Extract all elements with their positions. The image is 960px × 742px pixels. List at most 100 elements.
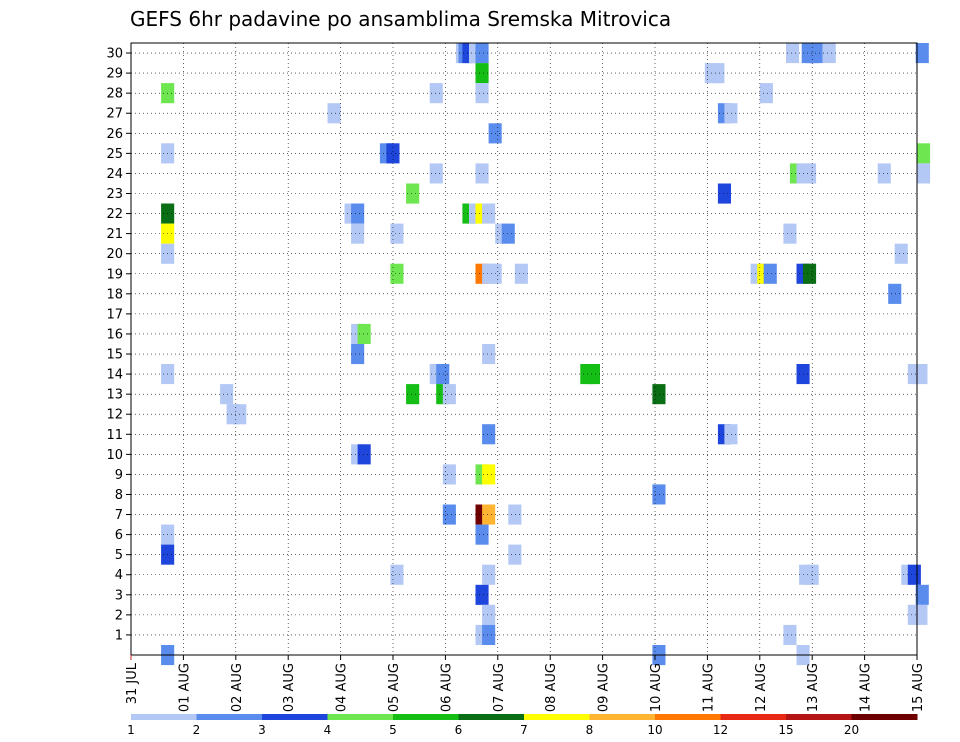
y-tick-label: 3 bbox=[115, 588, 123, 603]
y-tick-label: 5 bbox=[115, 548, 123, 563]
color-scale-label: 3 bbox=[258, 723, 266, 737]
precip-cell bbox=[822, 43, 836, 64]
precip-cell bbox=[482, 504, 496, 525]
precip-cell bbox=[586, 364, 600, 385]
precip-cell bbox=[508, 544, 522, 565]
precip-cell bbox=[917, 163, 931, 184]
y-tick-label: 24 bbox=[106, 167, 123, 182]
precip-cell bbox=[482, 424, 496, 445]
y-tick-label: 28 bbox=[106, 87, 123, 102]
color-scale-label: 5 bbox=[389, 723, 397, 737]
grid-lines bbox=[131, 43, 917, 655]
y-tick-label: 19 bbox=[106, 267, 123, 282]
precip-cell bbox=[514, 263, 528, 284]
y-tick-label: 18 bbox=[106, 287, 123, 302]
precip-cell bbox=[915, 584, 929, 605]
color-scale-label: 12 bbox=[713, 723, 728, 737]
precip-cell bbox=[406, 183, 420, 204]
precip-cell bbox=[442, 384, 456, 405]
precip-cell bbox=[475, 584, 489, 605]
y-tick-label: 7 bbox=[115, 508, 123, 523]
precip-cell bbox=[914, 364, 928, 385]
y-tick-label: 15 bbox=[106, 348, 123, 363]
y-tick-label: 2 bbox=[115, 608, 123, 623]
y-tick-label: 4 bbox=[115, 568, 123, 583]
precip-cell bbox=[429, 163, 443, 184]
precip-cell bbox=[652, 384, 666, 405]
precip-cells bbox=[161, 43, 931, 666]
color-scale-label: 1 bbox=[127, 723, 135, 737]
precip-cell bbox=[429, 83, 443, 104]
y-tick-label: 29 bbox=[106, 67, 123, 82]
precip-cell bbox=[803, 163, 817, 184]
precip-cell bbox=[475, 163, 489, 184]
precip-cell bbox=[783, 624, 797, 645]
precip-cell bbox=[803, 263, 817, 284]
precip-cell bbox=[482, 203, 496, 224]
color-scale-swatch bbox=[524, 714, 590, 720]
color-scale-label: 15 bbox=[778, 723, 793, 737]
x-tick-label: 09 AUG bbox=[597, 663, 612, 712]
precip-cell bbox=[482, 564, 496, 585]
color-scale-swatch bbox=[196, 714, 263, 720]
x-tick-label: 15 AUG bbox=[911, 663, 926, 712]
x-tick-label: 12 AUG bbox=[754, 663, 769, 712]
precip-cell bbox=[894, 243, 908, 264]
y-tick-label: 25 bbox=[106, 147, 123, 162]
x-tick-label: 07 AUG bbox=[492, 663, 507, 712]
precip-cell bbox=[652, 484, 666, 505]
precip-cell bbox=[475, 524, 489, 545]
precip-cell bbox=[475, 43, 489, 64]
x-tick-label: 08 AUG bbox=[544, 663, 559, 712]
precip-cell bbox=[763, 263, 777, 284]
precip-cell bbox=[914, 604, 928, 625]
y-tick-label: 27 bbox=[106, 107, 123, 122]
precip-cell bbox=[783, 223, 797, 244]
x-tick-label: 04 AUG bbox=[335, 663, 350, 712]
precip-cell bbox=[475, 83, 489, 104]
color-scale-label: 4 bbox=[324, 723, 332, 737]
precip-cell bbox=[390, 263, 404, 284]
precip-cell bbox=[482, 604, 496, 625]
precip-cell bbox=[442, 504, 456, 525]
color-scale-label: 10 bbox=[647, 723, 662, 737]
x-tick-label: 02 AUG bbox=[230, 663, 245, 712]
precip-cell bbox=[386, 143, 400, 164]
x-tick-label: 03 AUG bbox=[282, 663, 297, 712]
precip-cell bbox=[357, 444, 371, 465]
precip-cell bbox=[915, 43, 929, 64]
precip-cell bbox=[475, 63, 489, 84]
plot-frame bbox=[130, 42, 918, 656]
precip-cell bbox=[501, 223, 515, 244]
color-scale-swatch bbox=[262, 714, 328, 720]
color-scale-swatch bbox=[393, 714, 459, 720]
precip-cell bbox=[351, 344, 365, 365]
x-axis: 31 JUL 01 AUG 02 AUG 03 AUG 04 AUG 05 AUG 06 A… bbox=[125, 655, 926, 712]
y-axis: 1234567891011121314151617181920212223242… bbox=[106, 47, 131, 643]
precip-cell bbox=[805, 564, 819, 585]
precip-cell bbox=[786, 43, 800, 64]
color-scale-label: 2 bbox=[193, 723, 201, 737]
y-tick-label: 16 bbox=[106, 327, 123, 342]
color-scale-swatch bbox=[589, 714, 656, 720]
precip-cell bbox=[220, 384, 234, 405]
y-tick-label: 21 bbox=[106, 227, 123, 242]
y-tick-label: 13 bbox=[106, 388, 123, 403]
precip-cell bbox=[717, 183, 731, 204]
precip-cell bbox=[508, 504, 522, 525]
color-scale-swatch bbox=[458, 714, 525, 720]
x-tick-label: 10 AUG bbox=[649, 663, 664, 712]
color-scale-swatch bbox=[327, 714, 394, 720]
x-tick-label: 06 AUG bbox=[439, 663, 454, 712]
x-tick-label: 14 AUG bbox=[859, 663, 874, 712]
precip-cell bbox=[809, 43, 823, 64]
x-tick-label: 11 AUG bbox=[701, 663, 716, 712]
color-scale-label: 8 bbox=[586, 723, 594, 737]
y-tick-label: 23 bbox=[106, 187, 123, 202]
color-scale-swatch bbox=[851, 714, 918, 720]
precip-cell bbox=[442, 464, 456, 485]
y-tick-label: 6 bbox=[115, 528, 123, 543]
y-tick-label: 10 bbox=[106, 448, 123, 463]
color-scale-swatch bbox=[655, 714, 721, 720]
